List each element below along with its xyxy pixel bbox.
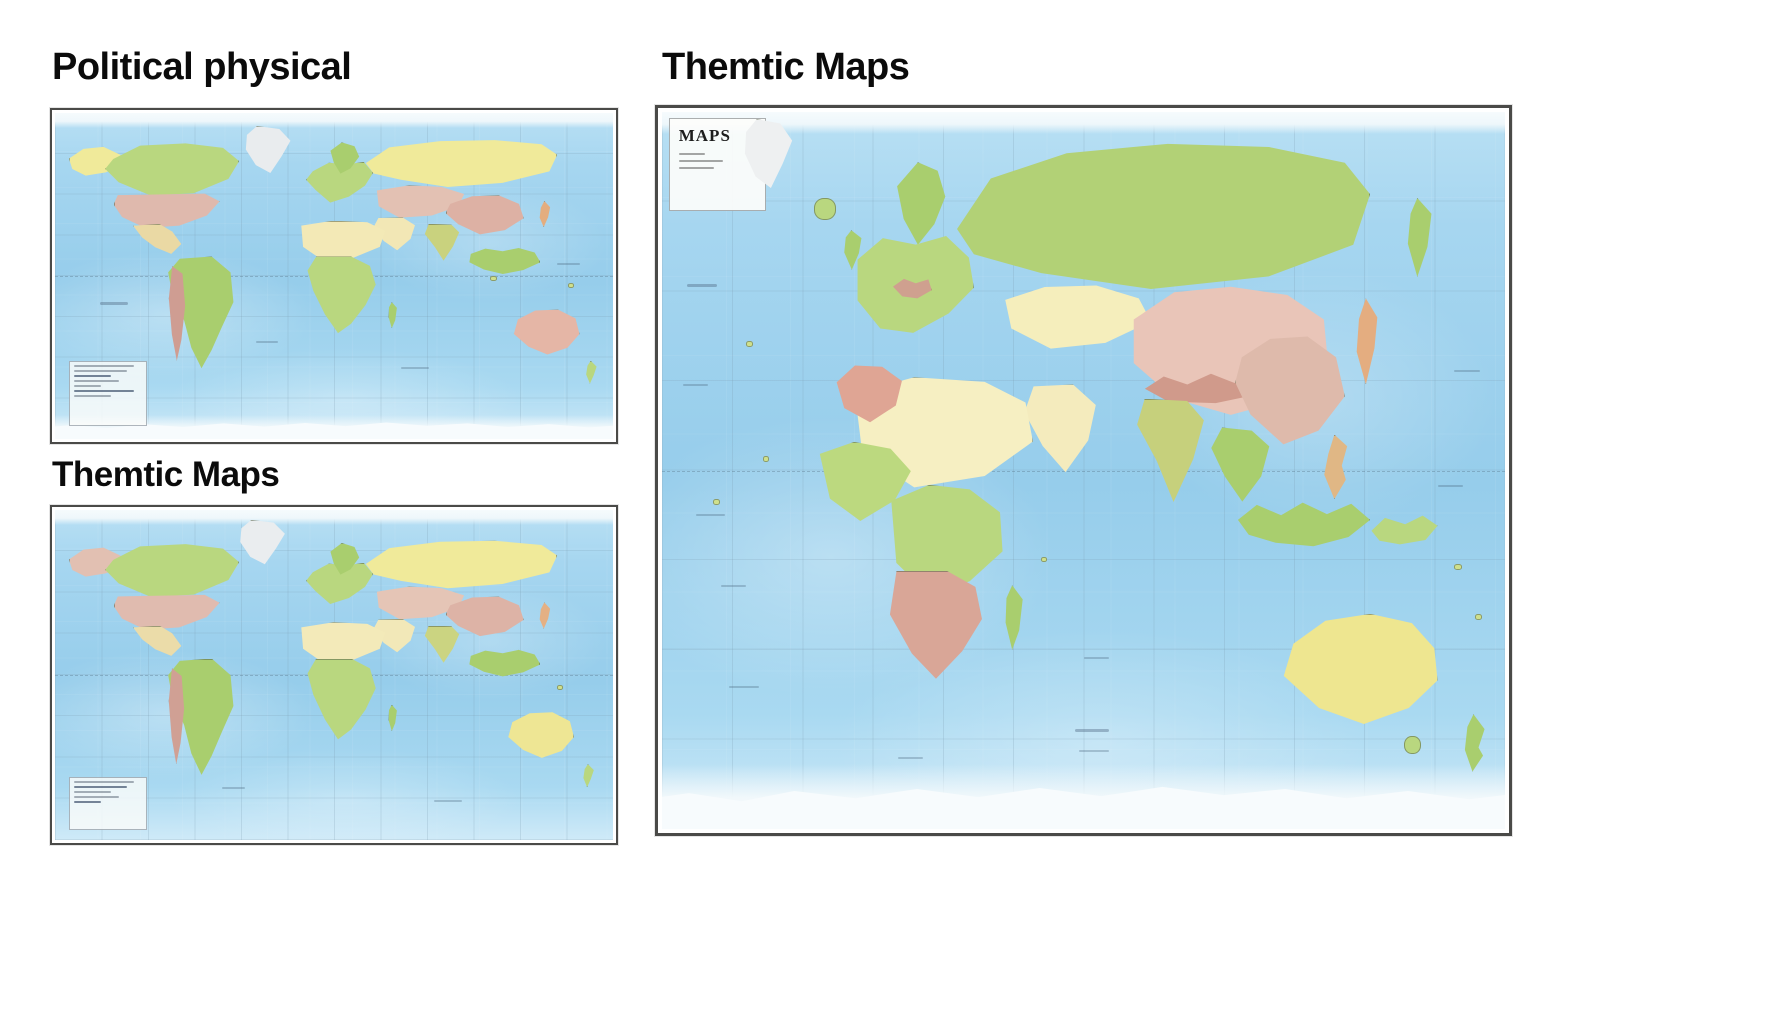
island-marker (712, 499, 720, 506)
island-marker (490, 276, 498, 281)
legend-entry (73, 801, 102, 804)
arctic-ice (662, 112, 1505, 134)
legend-entry (73, 791, 112, 794)
legend-entry (73, 786, 128, 789)
ocean-label (255, 341, 279, 344)
map-title-block-heading: MAPS (678, 125, 731, 145)
ocean-label (222, 787, 245, 790)
title-block-line (678, 159, 724, 162)
antarctica (55, 414, 613, 439)
map-panel-thematic-maps-large[interactable]: MAPS (655, 105, 1512, 836)
ocean-label (729, 685, 759, 688)
map-title-block[interactable]: MAPS (668, 117, 766, 211)
map-panel-political-physical[interactable] (50, 108, 618, 444)
arctic-ice (55, 113, 613, 128)
landmass-iceland (813, 198, 836, 220)
ocean-label (99, 302, 128, 306)
equator-line (662, 470, 1505, 472)
legend-entry (73, 384, 102, 387)
title-block-line (678, 152, 705, 155)
map-canvas-thematic-large: MAPS (662, 112, 1505, 829)
map-legend-box-political-physical[interactable] (68, 360, 148, 426)
ocean-label (695, 513, 726, 516)
legend-entry (73, 781, 134, 784)
ocean-label (1437, 484, 1463, 487)
map-legend-box-thematic-small[interactable] (68, 777, 148, 831)
ocean-label (687, 284, 717, 288)
legend-entry (73, 796, 119, 799)
title-block-line (678, 166, 715, 169)
ocean-label (557, 262, 580, 265)
landmass-tasmania (1403, 735, 1421, 755)
legend-entry (73, 389, 134, 392)
island-marker (1475, 613, 1483, 620)
island-marker (746, 341, 754, 348)
ocean-label (1454, 370, 1480, 373)
ocean-label (1083, 656, 1109, 659)
island-marker (568, 282, 575, 288)
panel-title-thematic-maps-small: Themtic Maps (52, 455, 280, 494)
panel-title-thematic-maps-large: Themtic Maps (662, 46, 910, 88)
legend-entry (73, 364, 134, 367)
legend-entry (73, 394, 112, 397)
terrain-alps (892, 278, 932, 299)
island-marker (763, 456, 770, 463)
ocean-label (434, 800, 463, 803)
legend-entry (73, 379, 119, 382)
island-marker (1041, 556, 1048, 562)
legend-entry (73, 369, 128, 372)
ocean-label (1079, 750, 1109, 753)
ocean-label (400, 367, 429, 370)
ocean-label (721, 585, 747, 588)
ocean-label (1075, 728, 1109, 732)
island-marker (1454, 563, 1463, 570)
legend-entry (73, 374, 112, 377)
antarctica (662, 764, 1505, 829)
island-marker (557, 684, 564, 690)
arctic-ice (55, 510, 613, 525)
ocean-label (898, 757, 924, 760)
map-canvas-political-physical (55, 113, 613, 439)
map-canvas-thematic-small (55, 510, 613, 840)
ocean-label (683, 384, 709, 387)
map-panel-thematic-maps-small[interactable] (50, 505, 618, 845)
panel-title-political-physical: Political physical (52, 46, 352, 88)
